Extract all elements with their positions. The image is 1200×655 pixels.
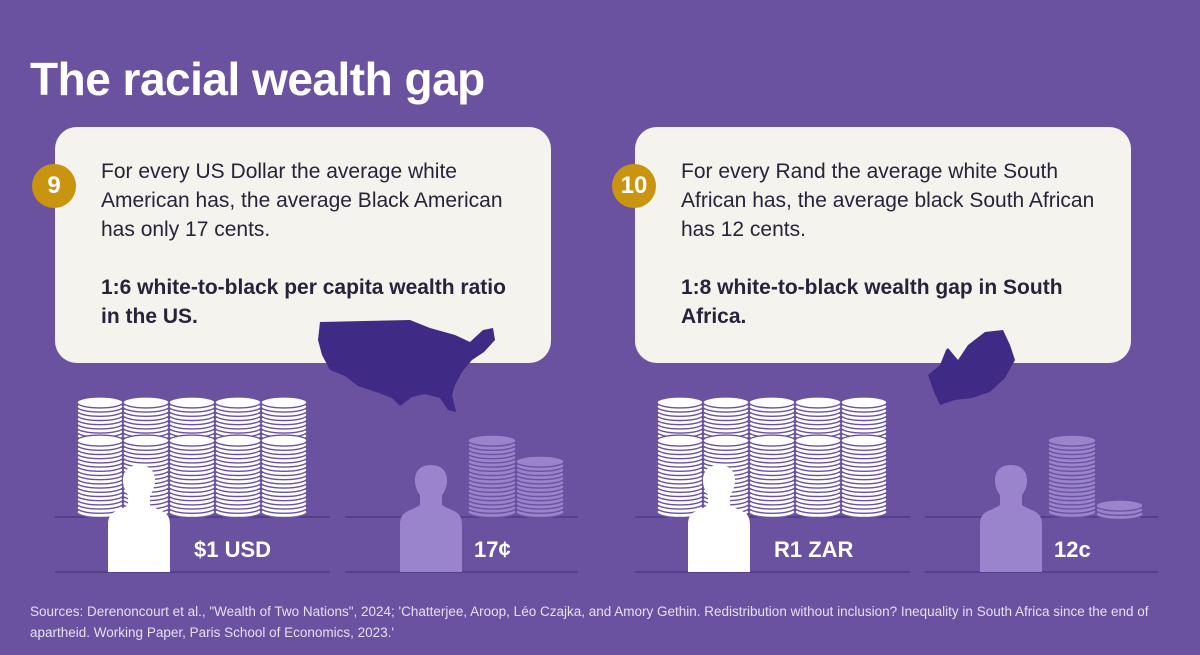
coin-stack [794,434,842,519]
fact-highlight: 1:8 white-to-black wealth gap in South A… [681,276,1063,328]
sources-footnote: Sources: Derenoncourt et al., "Wealth of… [30,604,1149,640]
fact-text: For every US Dollar the average white Am… [101,160,503,241]
coin-stack [260,396,308,443]
coin-stack [260,434,308,519]
person-silhouette [108,465,170,572]
fact-card-sa: For every Rand the average white South A… [635,127,1131,363]
white-amount: R1 ZAR [774,537,854,562]
fact-text: For every Rand the average white South A… [681,160,1095,241]
page-title: The racial wealth gap [30,53,485,105]
coin-stack [1047,434,1097,519]
coin-stack [467,434,517,519]
coin [840,396,888,409]
fact-highlight: 1:6 white-to-black per capita wealth rat… [101,276,506,328]
person-silhouette [688,465,750,572]
coin-stack [748,434,796,519]
coin [515,455,565,468]
coin-stack [840,434,888,519]
coin [840,434,888,447]
fact-number-badge: 9 [32,164,76,208]
coin-stack [1095,499,1144,521]
coin-stack [214,434,262,519]
fact-number-badge: 10 [612,164,656,208]
usa-map-icon [318,320,495,412]
coin [260,434,308,447]
south-africa-map-icon [928,330,1015,405]
coin [467,434,517,447]
white-amount: $1 USD [194,537,272,562]
coin [1095,499,1144,512]
black-amount: 17¢ [474,537,511,562]
coin-stack [168,434,216,519]
coin-stack [515,455,565,519]
person-silhouette [980,465,1042,572]
person-silhouette [400,465,462,572]
black-amount: 12c [1054,537,1091,562]
coin [1047,434,1097,447]
coin-stack [76,396,124,443]
coin [260,396,308,409]
coin-stack [656,434,704,519]
fact-card-us: For every US Dollar the average white Am… [55,127,551,363]
coin-stack [840,396,888,443]
coin-stack [214,396,262,443]
